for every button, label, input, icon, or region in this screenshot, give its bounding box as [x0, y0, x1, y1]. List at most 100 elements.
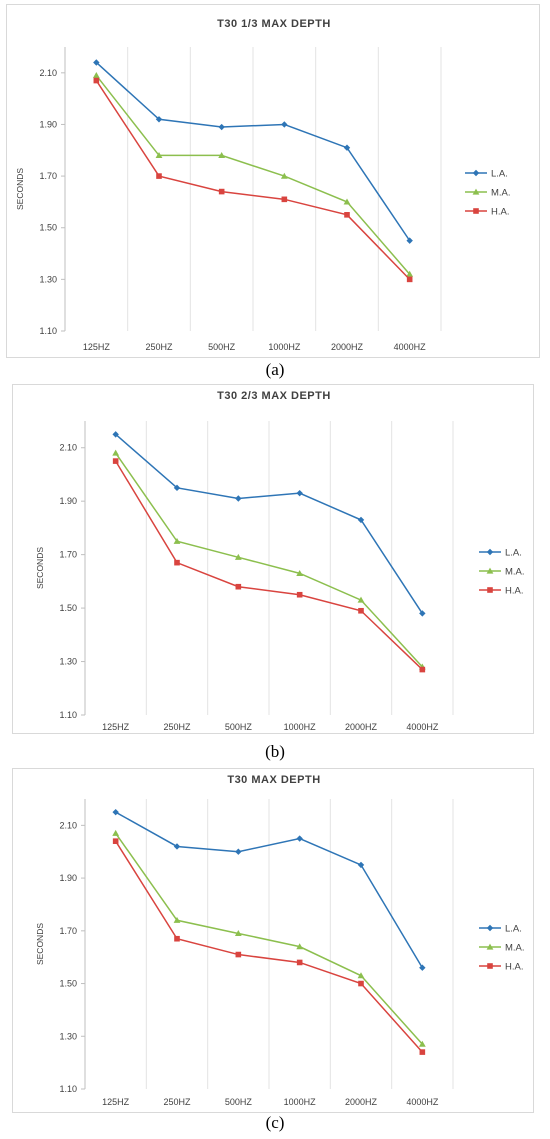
y-tick-label: 1.70 [59, 550, 77, 560]
data-point-la [235, 495, 242, 502]
series-line-ma [115, 832, 423, 1045]
legend-marker [487, 963, 493, 969]
y-tick-label: 1.10 [39, 326, 57, 336]
data-point-ha [406, 276, 413, 283]
data-point-ha [281, 196, 288, 203]
x-tick-label: 1000HZ [284, 1097, 317, 1107]
x-tick-label: 500HZ [225, 1097, 253, 1107]
data-point-la [406, 237, 413, 244]
series-line-la [115, 811, 423, 969]
y-tick-label: 1.90 [39, 119, 57, 129]
data-point-la [235, 848, 242, 855]
data-point-ma [92, 72, 100, 78]
data-point-la [155, 116, 163, 123]
chart-c: T30 MAX DEPTH 1.10 1.30 1.50 1.70 1.90 2.10 125… [35, 774, 525, 1107]
data-point-ha [235, 951, 242, 958]
data-point-ma [112, 449, 120, 456]
series-line-ma [115, 452, 423, 668]
legend-marker [472, 188, 480, 195]
legend-label: M.A. [505, 567, 525, 578]
data-point-ma [173, 537, 181, 544]
series-line-ha [95, 80, 411, 280]
legend-label: L.A. [505, 548, 522, 559]
x-tick-label: 125HZ [102, 1097, 130, 1107]
chart-title: T30 2/3 MAX DEPTH [217, 390, 331, 402]
chart-title: T30 1/3 MAX DEPTH [217, 18, 331, 30]
x-tick-label: 125HZ [102, 722, 130, 732]
legend-label: L.A. [505, 924, 522, 935]
series-ha [112, 458, 426, 673]
data-point-ma [296, 943, 304, 950]
chart-panel-c: T30 MAX DEPTH 1.10 1.30 1.50 1.70 1.90 2.10 125… [12, 768, 534, 1113]
legend-label: M.A. [491, 188, 511, 199]
data-point-ma [357, 972, 365, 979]
y-tick-label: 1.90 [59, 496, 77, 506]
y-tick-label: 2.10 [59, 443, 77, 453]
chart-panel-b: T30 2/3 MAX DEPTH 1.10 1.30 1.50 1.70 1.90 2.1… [12, 384, 534, 734]
data-point-ma [418, 1040, 426, 1047]
x-tick-label: 2000HZ [345, 722, 378, 732]
chart-a: T30 1/3 MAX DEPTH 1.10 1.30 1.50 1.70 1.90 2.1… [15, 18, 511, 352]
legend-item-ha: H.A. [479, 962, 523, 973]
x-tick-label: 4000HZ [406, 722, 439, 732]
y-tick-label: 1.30 [59, 657, 77, 667]
y-tick-label: 1.50 [59, 603, 77, 613]
data-point-ha [358, 980, 364, 987]
data-point-la [173, 484, 181, 492]
y-axis-label: SECONDS [35, 547, 45, 589]
data-point-ha [112, 458, 119, 464]
data-point-ma [234, 553, 242, 560]
x-tick-label: 250HZ [163, 1097, 191, 1107]
data-point-la [93, 59, 100, 66]
data-point-ma [296, 569, 304, 576]
caption-c: (c) [265, 1113, 285, 1132]
y-tick-label: 1.10 [59, 1084, 77, 1094]
data-point-ha [174, 559, 180, 566]
y-axis-label: SECONDS [15, 168, 25, 210]
y-tick-label: 1.50 [59, 979, 77, 989]
legend-marker [486, 548, 494, 556]
y-tick-label: 1.70 [39, 171, 57, 181]
data-point-ma [357, 596, 365, 603]
data-point-la [112, 431, 119, 438]
legend-marker [487, 587, 493, 593]
series-line-ha [115, 840, 423, 1053]
legend-item-la: L.A. [465, 169, 508, 180]
data-point-ha [358, 607, 364, 614]
legend-marker [473, 208, 479, 214]
data-point-la [343, 144, 351, 151]
data-point-ma [234, 930, 242, 937]
y-tick-label: 1.90 [59, 873, 77, 883]
y-tick-label: 1.50 [39, 223, 57, 233]
data-point-ma [155, 152, 163, 159]
caption-b: (b) [265, 742, 285, 761]
data-point-ha [112, 838, 119, 844]
x-tick-label: 4000HZ [394, 342, 427, 352]
data-point-la [173, 843, 181, 850]
caption-a: (a) [265, 360, 285, 379]
data-point-ha [419, 1049, 426, 1055]
data-point-ha [235, 583, 242, 590]
data-point-ha [218, 188, 225, 195]
y-axis-label: SECONDS [35, 923, 45, 965]
data-point-ha [419, 666, 426, 673]
legend-marker [486, 567, 494, 574]
chart-title: T30 MAX DEPTH [227, 774, 320, 786]
data-point-la [357, 861, 365, 869]
y-tick-label: 2.10 [59, 820, 77, 830]
x-tick-label: 125HZ [83, 342, 111, 352]
data-point-ma [218, 152, 226, 159]
data-point-la [218, 123, 225, 131]
series-ma [112, 829, 426, 1047]
legend-label: H.A. [505, 962, 523, 973]
data-point-ha [344, 212, 350, 218]
y-tick-label: 1.30 [39, 274, 57, 284]
x-tick-label: 250HZ [145, 342, 173, 352]
data-point-ma [343, 198, 351, 205]
data-point-ha [296, 591, 303, 598]
chart-b: T30 2/3 MAX DEPTH 1.10 1.30 1.50 1.70 1.90 2.1… [35, 390, 525, 732]
data-point-ha [174, 935, 180, 942]
x-tick-label: 2000HZ [331, 342, 364, 352]
data-point-la [296, 489, 303, 497]
series-la [93, 59, 413, 244]
